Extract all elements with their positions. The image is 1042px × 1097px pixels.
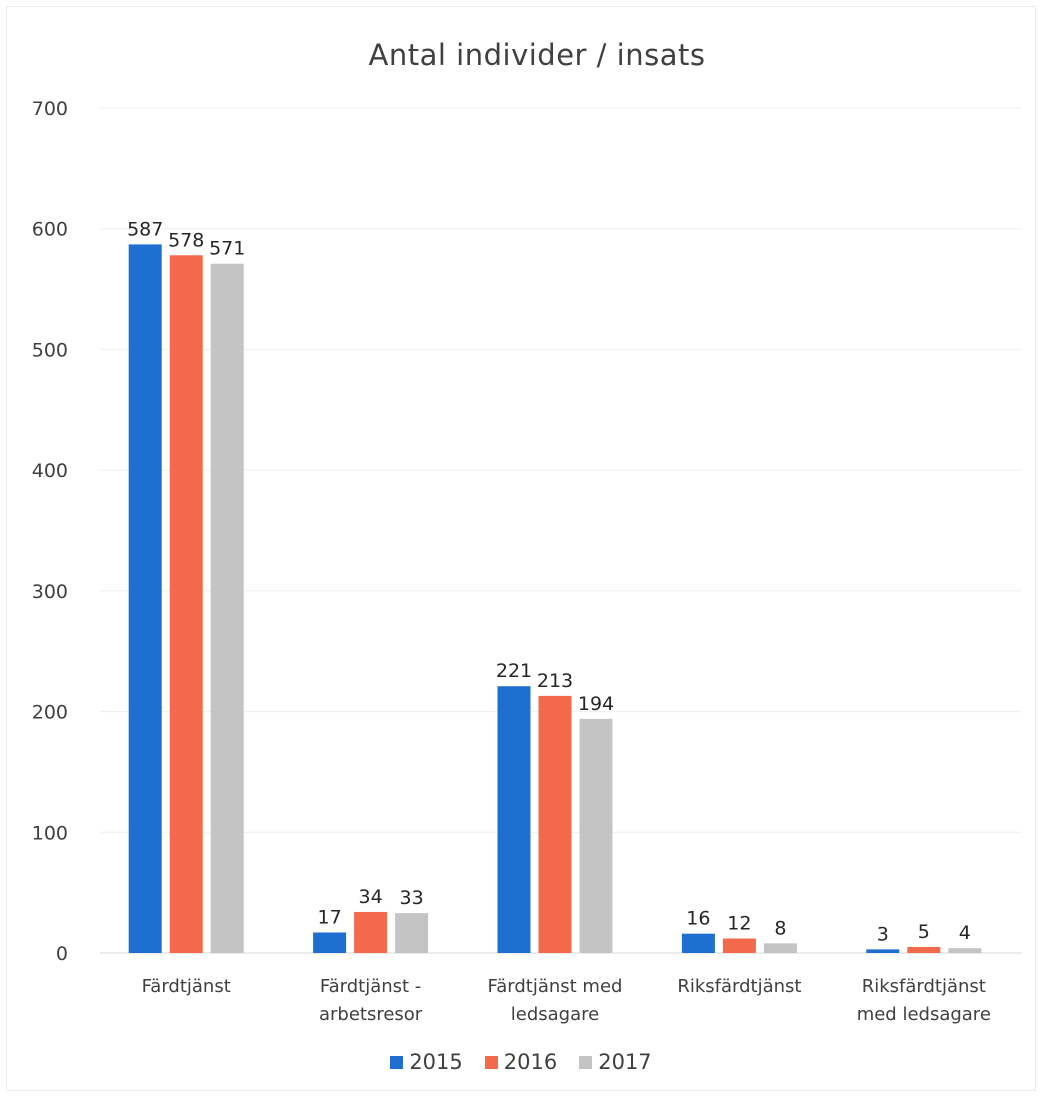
bar-2017-3 — [763, 943, 797, 953]
legend-swatch — [579, 1055, 593, 1069]
legend-item-2017: 2017 — [579, 1050, 652, 1074]
x-tick-label: med ledsagare — [857, 1004, 991, 1025]
legend-label: 2017 — [598, 1050, 652, 1074]
x-tick-label: Riksfärdtjänst — [862, 976, 986, 997]
bar-2017-1 — [395, 913, 429, 953]
bar-2016-4 — [907, 946, 941, 953]
data-label: 578 — [168, 229, 204, 251]
x-tick-label: Färdtjänst med — [488, 976, 623, 997]
y-tick-label: 200 — [32, 702, 68, 724]
bar-2016-2 — [538, 695, 572, 953]
data-label: 16 — [686, 908, 710, 930]
bar-2015-0 — [128, 244, 162, 953]
data-label: 587 — [127, 218, 163, 240]
bar-2016-3 — [722, 938, 756, 953]
data-label: 33 — [400, 887, 424, 909]
bar-2017-4 — [948, 948, 982, 953]
data-label: 12 — [727, 913, 751, 935]
legend-swatch — [390, 1055, 404, 1069]
legend-label: 2016 — [503, 1050, 558, 1074]
x-tick-label: Färdtjänst — [142, 976, 231, 997]
data-label: 5 — [918, 921, 930, 943]
data-label: 571 — [209, 238, 245, 260]
x-tick-label: Färdtjänst - — [320, 976, 421, 997]
x-tick-label: arbetsresor — [319, 1004, 423, 1025]
x-tick-label: ledsagare — [511, 1004, 599, 1025]
data-label: 34 — [359, 886, 383, 908]
legend-item-2016: 2016 — [484, 1050, 558, 1074]
chart-legend: 2015 2016 2017 — [0, 1050, 1042, 1074]
bar-2015-3 — [681, 933, 715, 953]
bar-2016-1 — [354, 911, 388, 953]
data-label: 17 — [318, 906, 342, 928]
data-label: 213 — [537, 670, 573, 692]
data-label: 4 — [959, 922, 971, 944]
data-label: 221 — [496, 660, 532, 682]
bar-2017-0 — [210, 263, 244, 953]
chart-title: Antal individer / insats — [368, 38, 706, 72]
bar-2015-1 — [313, 932, 347, 953]
y-tick-label: 700 — [32, 98, 68, 120]
y-tick-label: 300 — [32, 581, 68, 603]
y-tick-label: 600 — [32, 219, 68, 241]
y-tick-label: 0 — [56, 943, 68, 965]
data-label: 8 — [774, 917, 786, 939]
x-tick-label: Riksfärdtjänst — [677, 976, 801, 997]
y-tick-label: 100 — [32, 822, 68, 844]
bar-2015-4 — [866, 949, 900, 953]
data-label: 3 — [877, 923, 889, 945]
bar-2016-0 — [169, 255, 203, 953]
bar-2015-2 — [497, 686, 531, 953]
y-tick-label: 400 — [32, 460, 68, 482]
legend-label: 2015 — [409, 1050, 463, 1074]
y-tick-label: 500 — [32, 339, 68, 361]
data-label: 194 — [578, 693, 614, 715]
legend-swatch — [484, 1055, 498, 1069]
bar-2017-2 — [579, 718, 613, 953]
legend-item-2015: 2015 — [390, 1050, 463, 1074]
